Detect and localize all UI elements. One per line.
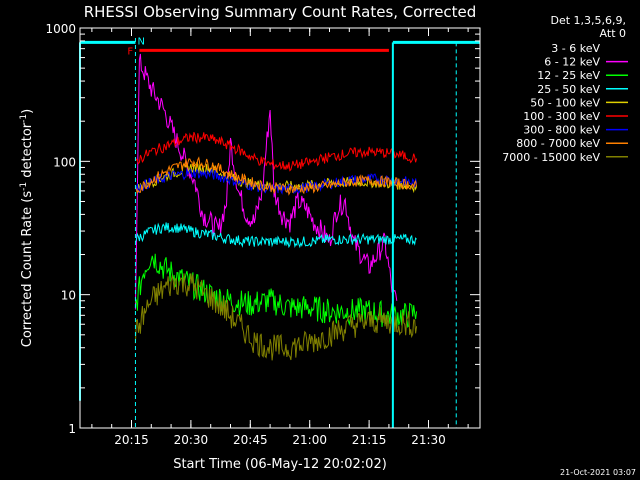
series-800-7000-kev — [134, 156, 418, 196]
y-tick-label: 10 — [61, 289, 76, 303]
legend-item-label: 3 - 6 keV — [551, 42, 600, 55]
x-tick-label: 21:00 — [292, 433, 327, 447]
legend-item-label: 7000 - 15000 keV — [502, 151, 600, 164]
y-axis-label-sup1: -1 — [19, 182, 29, 191]
y-tick-label: 100 — [53, 155, 76, 169]
y-axis-label-main: Corrected Count Rate (s — [20, 191, 35, 348]
series-7000-15000-kev — [134, 273, 418, 361]
legend-item-label: 25 - 50 keV — [537, 83, 600, 96]
overlay-layer: NF — [79, 36, 480, 428]
x-tick-label: 20:45 — [233, 433, 268, 447]
footer-date: 21-Oct-2021 03:07 — [560, 468, 636, 477]
legend-item-label: 800 - 7000 keV — [516, 137, 600, 150]
y-tick-label: 1000 — [45, 22, 76, 36]
legend-item-label: 300 - 800 keV — [523, 124, 600, 137]
y-axis-label: Corrected Count Rate (s-1 detector-1) — [19, 109, 35, 347]
x-axis-label: Start Time (06-May-12 20:02:02) — [173, 457, 387, 472]
legend-item-label: 12 - 25 keV — [537, 69, 600, 82]
series-300-800-kev — [134, 167, 418, 195]
plot-area: NF 20:15 20:30 20:45 21:00 21:15 21:30 1 10 100… — [45, 22, 481, 447]
legend-item-label: 6 - 12 keV — [544, 56, 600, 69]
x-ticks: 20:15 20:30 20:45 21:00 21:15 21:30 — [91, 28, 469, 447]
series-12-25-kev — [134, 253, 418, 328]
y-axis-label-mid: detector — [20, 122, 35, 182]
series-3-6-kev — [136, 69, 394, 405]
y-ticks: 1 10 100 1000 — [45, 22, 480, 436]
x-tick-label: 21:30 — [411, 433, 446, 447]
plot-frame — [79, 27, 481, 429]
night-flag-label: N — [137, 36, 144, 47]
series-100-300-kev — [134, 132, 418, 172]
legend-header-2: Att 0 — [600, 27, 626, 40]
x-tick-label: 20:30 — [174, 433, 209, 447]
series-layer — [134, 53, 418, 405]
y-axis-label-end: ) — [20, 109, 35, 114]
y-axis-label-sup2: -1 — [19, 114, 29, 123]
y-tick-label: 1 — [68, 422, 76, 436]
x-tick-label: 21:15 — [352, 433, 387, 447]
x-tick-label: 20:15 — [114, 433, 149, 447]
series-6-12-kev — [134, 53, 398, 310]
series-25-50-kev — [134, 222, 417, 249]
legend-item-label: 100 - 300 keV — [523, 110, 600, 123]
chart-title: RHESSI Observing Summary Count Rates, Co… — [84, 3, 477, 21]
legend-item-label: 50 - 100 keV — [530, 96, 600, 109]
flare-flag-label: F — [127, 46, 133, 57]
legend-header-1: Det 1,3,5,6,9, — [550, 14, 626, 27]
